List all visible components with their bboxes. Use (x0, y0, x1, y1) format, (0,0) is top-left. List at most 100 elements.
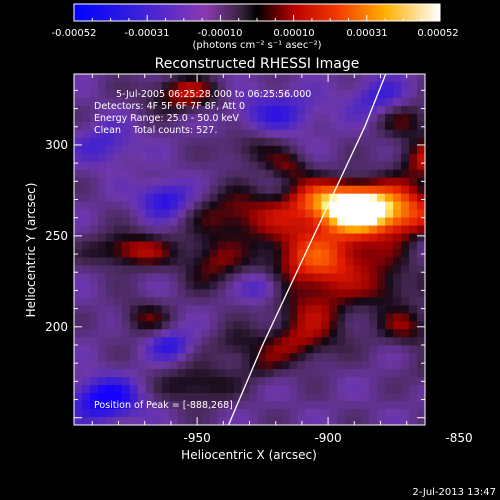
heatmap-cell (337, 97, 346, 107)
heatmap-cell (225, 273, 234, 282)
heatmap-cell (217, 401, 226, 410)
heatmap-cell (401, 281, 410, 290)
heatmap-cell (353, 281, 362, 290)
heatmap-cell (113, 305, 123, 314)
heatmap-cell (329, 97, 338, 107)
heatmap-cell (233, 369, 242, 378)
heatmap-cell (377, 313, 386, 322)
heatmap-cell (361, 113, 370, 123)
heatmap-cell (369, 393, 378, 402)
heatmap-cell (281, 353, 290, 362)
heatmap-cell (249, 321, 258, 330)
heatmap-cell (105, 273, 115, 282)
heatmap-cell (337, 185, 346, 195)
heatmap-cell (393, 121, 402, 131)
heatmap-cell (401, 409, 410, 418)
heatmap-cell (409, 137, 418, 147)
heatmap-cell (281, 305, 290, 314)
heatmap-cell (353, 289, 362, 298)
heatmap-cell (337, 337, 346, 346)
heatmap-cell (161, 225, 171, 234)
heatmap-cell (225, 121, 234, 131)
heatmap-cell (265, 249, 274, 258)
heatmap-cell (337, 345, 346, 354)
heatmap-cell (257, 265, 266, 274)
heatmap-cell (321, 329, 330, 338)
heatmap-cell (97, 169, 107, 179)
heatmap-cell (145, 113, 155, 123)
heatmap-cell (345, 345, 354, 354)
heatmap-cell (169, 329, 179, 338)
heatmap-cell (273, 321, 282, 330)
heatmap-cell (321, 233, 330, 242)
heatmap-cell (289, 289, 298, 298)
heatmap-cell (241, 321, 250, 330)
heatmap-cell (337, 137, 346, 147)
heatmap-cell (217, 153, 226, 163)
heatmap-cell (185, 297, 195, 306)
heatmap-cell (345, 273, 354, 282)
heatmap-cell (217, 297, 226, 306)
heatmap-cell (185, 353, 195, 362)
heatmap-cell (113, 297, 123, 306)
heatmap-cell (201, 185, 211, 195)
heatmap-cell (177, 249, 187, 258)
heatmap-cell (81, 121, 91, 131)
heatmap-cell (353, 393, 362, 402)
heatmap-cell (217, 74, 226, 83)
heatmap-cell (369, 177, 378, 187)
heatmap-cell (417, 225, 425, 234)
heatmap-cell (257, 321, 266, 330)
heatmap-cell (337, 241, 346, 250)
heatmap-cell (225, 201, 234, 211)
heatmap-cell (321, 209, 330, 218)
heatmap-cell (273, 249, 282, 258)
heatmap-cell (217, 137, 226, 147)
heatmap-cell (249, 129, 258, 139)
heatmap-cell (297, 169, 306, 179)
heatmap-cell (321, 89, 330, 99)
heatmap-cell (385, 121, 394, 131)
heatmap-cell (153, 313, 163, 322)
heatmap-cell (249, 201, 258, 211)
heatmap-cell (305, 225, 314, 234)
heatmap-cell (385, 393, 394, 402)
heatmap-cell (153, 137, 163, 147)
heatmap-cell (329, 193, 338, 203)
heatmap-cell (121, 337, 131, 346)
info-time-range: 5-Jul-2005 06:25:28.000 to 06:25:56.000 (116, 89, 311, 100)
heatmap-cell (369, 233, 378, 242)
heatmap-cell (249, 233, 258, 242)
heatmap-cell (241, 233, 250, 242)
heatmap-cell (185, 121, 195, 131)
heatmap-cell (385, 305, 394, 314)
heatmap-cell (129, 409, 139, 418)
heatmap-cell (321, 217, 330, 226)
heatmap-cell (74, 265, 83, 274)
heatmap-cell (105, 337, 115, 346)
heatmap-cell (305, 337, 314, 346)
heatmap-cell (113, 177, 123, 187)
heatmap-cell (273, 193, 282, 203)
heatmap-cell (177, 137, 187, 147)
heatmap-cell (145, 129, 155, 139)
heatmap-cell (401, 145, 410, 155)
heatmap-cell (81, 345, 91, 354)
heatmap-cell (241, 81, 250, 91)
heatmap-cell (409, 337, 418, 346)
heatmap-cell (193, 97, 203, 107)
heatmap-cell (313, 241, 322, 250)
heatmap-cell (297, 337, 306, 346)
heatmap-cell (145, 265, 155, 274)
heatmap-cell (217, 217, 226, 226)
heatmap-cell (81, 161, 91, 171)
heatmap-cell (297, 305, 306, 314)
heatmap-cell (209, 169, 218, 179)
heatmap-cell (329, 201, 338, 211)
heatmap-cell (74, 393, 83, 402)
heatmap-cell (169, 297, 179, 306)
heatmap-cell (377, 369, 386, 378)
heatmap-cell (377, 185, 386, 195)
heatmap-cell (89, 177, 99, 187)
heatmap-cell (97, 329, 107, 338)
